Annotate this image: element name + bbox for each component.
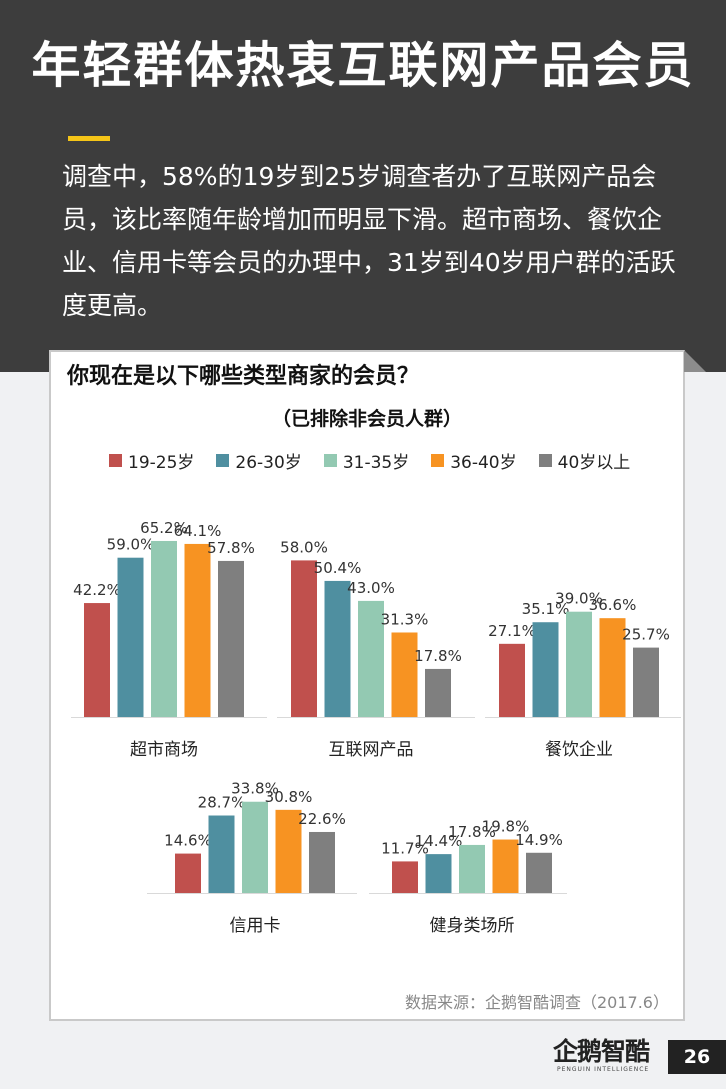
data-label: 39.0% — [555, 590, 603, 608]
data-label: 27.1% — [488, 622, 536, 640]
data-label: 17.8% — [448, 823, 496, 841]
chart-panel: 你现在是以下哪些类型商家的会员？ （已排除非会员人群） 19-25岁 26-30… — [49, 350, 685, 1021]
data-label: 58.0% — [280, 538, 328, 556]
chart-subtitle: （已排除非会员人群） — [271, 408, 462, 430]
legend-label: 40岁以上 — [557, 453, 631, 473]
data-label: 14.9% — [515, 831, 563, 849]
data-label: 36.6% — [589, 596, 637, 614]
bar — [175, 853, 201, 893]
data-label: 59.0% — [107, 536, 155, 554]
bar — [425, 854, 452, 893]
page-number: 26 — [668, 1040, 726, 1074]
legend-item: 40岁以上 — [538, 448, 631, 473]
legend-label: 31-35岁 — [342, 453, 410, 473]
legend-swatch — [431, 454, 445, 467]
chart-legend: 19-25岁 26-30岁 31-35岁 36-40岁 40岁以上 — [109, 448, 652, 473]
data-label: 35.1% — [522, 600, 570, 618]
data-label: 14.4% — [415, 832, 463, 850]
bar — [425, 668, 451, 717]
data-label: 43.0% — [347, 579, 395, 597]
chart-title: 你现在是以下哪些类型商家的会员？ — [67, 364, 420, 389]
category-label: 超市商场 — [130, 740, 198, 760]
bar — [566, 611, 592, 717]
bar — [117, 557, 144, 717]
bar — [392, 861, 418, 893]
data-label: 28.7% — [198, 794, 246, 812]
bar — [151, 540, 177, 717]
bar — [358, 600, 384, 717]
data-label: 65.2% — [140, 519, 188, 537]
legend-swatch — [216, 454, 230, 467]
category-label: 互联网产品 — [329, 740, 414, 760]
data-source: 数据来源：企鹅智酷调查（2017.6） — [405, 993, 669, 1012]
data-label: 11.7% — [381, 839, 429, 857]
data-label: 33.8% — [231, 780, 279, 798]
legend-item: 26-30岁 — [216, 448, 302, 473]
data-label: 19.8% — [482, 818, 530, 836]
data-label: 64.1% — [174, 522, 222, 540]
logo-subtext: PENGUIN INTELLIGENCE — [557, 1066, 650, 1073]
bar — [459, 844, 485, 893]
bar — [242, 801, 268, 893]
bar-chart: 42.2% 59.0%65.2%64.1%57.8% 超市商场 58.0% 50.4% 4… — [71, 519, 681, 936]
legend-item: 36-40岁 — [431, 448, 517, 473]
page-title: 年轻群体热衷互联网产品会员 — [31, 37, 695, 94]
data-label: 31.3% — [381, 610, 429, 628]
brand-logo: 企鹅智酷 PENGUIN INTELLIGENCE — [553, 1032, 657, 1080]
bar — [499, 643, 525, 717]
legend-label: 19-25岁 — [128, 453, 195, 473]
bar — [84, 603, 110, 717]
bar — [532, 622, 559, 717]
legend-swatch — [323, 454, 337, 467]
bar — [599, 618, 626, 717]
legend-swatch — [538, 454, 552, 467]
data-label: 57.8% — [207, 539, 255, 557]
data-label: 14.6% — [164, 832, 212, 850]
data-label: 25.7% — [622, 626, 670, 644]
bar — [633, 647, 659, 717]
legend-label: 36-40岁 — [450, 453, 517, 473]
bar — [391, 632, 418, 717]
category-label: 健身类场所 — [430, 916, 515, 936]
panel-fold-corner — [684, 350, 706, 372]
data-label: 42.2% — [73, 581, 121, 599]
category-label: 餐饮企业 — [545, 740, 613, 760]
bar — [291, 560, 317, 717]
legend-swatch — [109, 454, 122, 467]
logo-text: 企鹅智酷 — [553, 1037, 650, 1066]
bar — [208, 815, 235, 893]
legend-item: 31-35岁 — [323, 448, 410, 473]
bar — [492, 839, 519, 893]
legend-item: 19-25岁 — [109, 448, 194, 473]
legend-label: 26-30岁 — [235, 453, 302, 473]
bar — [526, 852, 552, 893]
data-label: 30.8% — [265, 788, 313, 806]
header-background — [0, 0, 726, 372]
bar — [184, 543, 211, 717]
data-label: 50.4% — [314, 559, 362, 577]
intro-text: 调查中，58%的19岁到25岁调查者办了互联网产品会员，该比率随年龄增加而明显下… — [62, 162, 676, 320]
bar — [275, 809, 302, 893]
accent-bar — [68, 136, 110, 141]
data-label: 22.6% — [298, 810, 346, 828]
bar — [218, 560, 244, 717]
bar — [324, 580, 351, 717]
bar — [309, 831, 335, 893]
category-label: 信用卡 — [230, 916, 281, 936]
data-label: 17.8% — [414, 647, 462, 665]
